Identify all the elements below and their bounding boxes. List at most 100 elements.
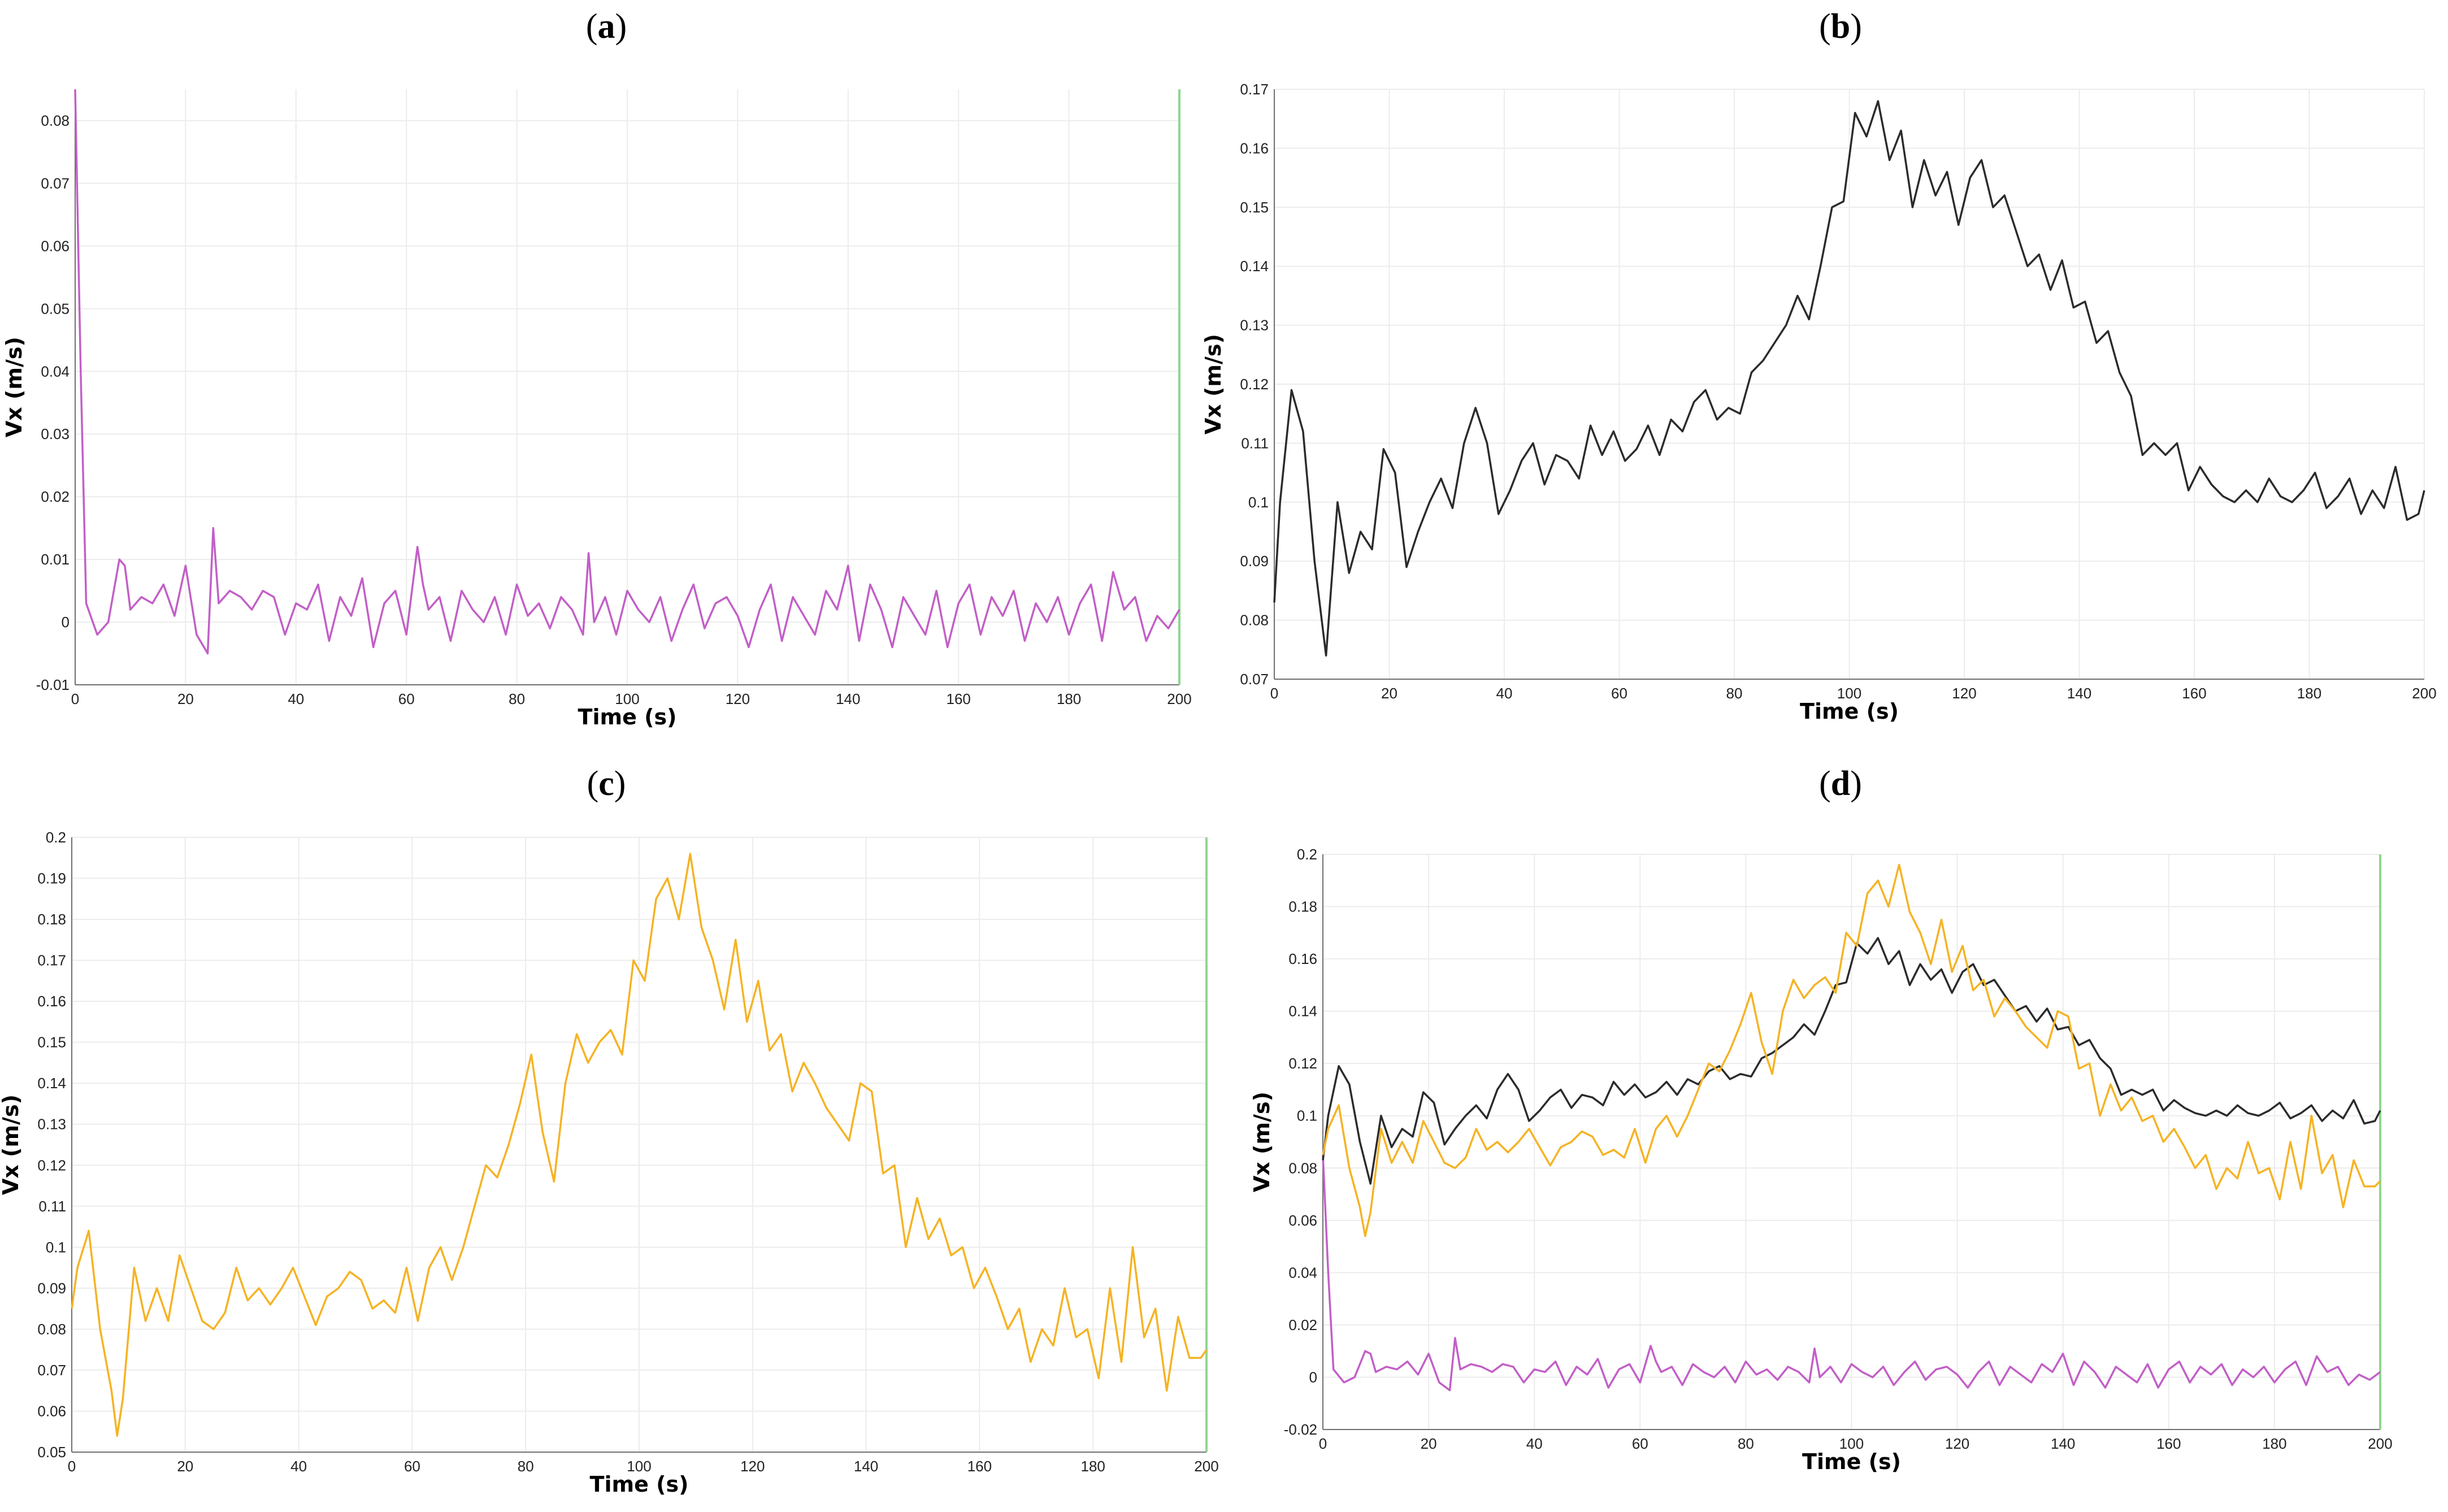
y-tick-label: 0.04	[1288, 1264, 1317, 1281]
chart-c: 0.05 0.06 0.07 0.08 0.09 0.1 0.11 0.12 0.13 0.14 0…	[0, 829, 1219, 1497]
y-tick-label: 0.12	[1240, 376, 1269, 393]
x-tick-label: 160	[947, 690, 971, 707]
x-tick-label: 200	[2412, 685, 2436, 702]
x-tick-label: 0	[1319, 1435, 1327, 1452]
y-tick-label: 0.09	[37, 1280, 66, 1297]
y-tick-label: 0.14	[1240, 258, 1269, 275]
y-tick-label: 0	[62, 614, 70, 631]
x-tick-label: 200	[1167, 690, 1191, 707]
y-tick-label: 0.16	[1288, 950, 1317, 967]
x-tick-label: 140	[2067, 685, 2091, 702]
x-tick-label: 60	[404, 1458, 420, 1475]
y-tick-label: 0.05	[41, 300, 70, 317]
y-tick-label: 0.2	[46, 829, 66, 846]
y-tick-label: 0.07	[1240, 671, 1269, 688]
x-axis-title: Time (s)	[590, 1472, 689, 1497]
x-tick-label: 120	[1952, 685, 1976, 702]
series-line	[74, 89, 1180, 655]
y-tick-label: 0.01	[41, 551, 70, 568]
x-tick-label: 100	[627, 1458, 651, 1475]
x-tick-label: 40	[1496, 685, 1513, 702]
y-tick-label: -0.01	[36, 676, 70, 693]
y-tick-label: 0.03	[41, 425, 70, 442]
x-tick-label: 140	[854, 1458, 878, 1475]
x-axis-title: Time (s)	[1800, 699, 1899, 724]
x-tick-label: 140	[2051, 1435, 2075, 1452]
panel-label-c: (c)	[587, 764, 626, 803]
x-tick-label: 40	[290, 1458, 307, 1475]
y-tick-label: 0.11	[1241, 435, 1269, 451]
y-tick-label: 0.04	[41, 363, 70, 380]
y-tick-label: 0.13	[1240, 317, 1269, 334]
x-tick-label: 40	[1526, 1435, 1543, 1452]
x-tick-label: 180	[2297, 685, 2321, 702]
y-tick-label: 0.05	[37, 1444, 66, 1461]
series-line	[1273, 100, 2425, 657]
x-tick-label: 180	[1057, 690, 1081, 707]
x-tick-label: 40	[288, 690, 304, 707]
y-tick-label: 0.15	[37, 1034, 66, 1051]
x-tick-label: 180	[2262, 1435, 2286, 1452]
y-tick-label: 0.1	[1297, 1107, 1317, 1124]
y-tick-label: 0.08	[1288, 1159, 1317, 1176]
panel-label-b: (b)	[1819, 7, 1862, 46]
y-axis-title: Vx (m/s)	[0, 1094, 23, 1195]
y-tick-label: 0.16	[37, 993, 66, 1010]
y-tick-label: 0.07	[37, 1362, 66, 1379]
y-tick-label: 0.17	[1240, 81, 1269, 98]
y-tick-label: 0.02	[1288, 1317, 1317, 1333]
x-axis-title: Time (s)	[1802, 1449, 1901, 1474]
panel-label-d: (d)	[1819, 764, 1862, 803]
x-tick-label: 20	[177, 690, 194, 707]
y-tick-label: 0.15	[1240, 199, 1269, 216]
y-axis-title: Vx (m/s)	[1201, 334, 1226, 435]
x-tick-label: 160	[2156, 1435, 2181, 1452]
x-tick-label: 60	[1611, 685, 1627, 702]
y-tick-label: 0.13	[37, 1116, 66, 1133]
x-tick-label: 100	[615, 690, 639, 707]
x-tick-label: 80	[1738, 1435, 1754, 1452]
x-tick-label: 100	[1839, 1435, 1864, 1452]
x-tick-label: 60	[398, 690, 415, 707]
x-tick-label: 0	[1270, 685, 1278, 702]
series-line	[1322, 1155, 2381, 1392]
y-tick-label: 0.08	[37, 1320, 66, 1337]
y-tick-label: 0.19	[37, 870, 66, 887]
y-tick-label: 0.14	[1288, 1003, 1317, 1020]
y-tick-label: 0.14	[37, 1075, 66, 1092]
y-tick-label: 0.09	[1240, 553, 1269, 570]
x-tick-label: 120	[740, 1458, 765, 1475]
y-tick-label: 0.08	[1240, 612, 1269, 629]
y-tick-label: 0.12	[37, 1157, 66, 1174]
x-tick-label: 120	[1945, 1435, 1969, 1452]
x-tick-label: 0	[71, 690, 79, 707]
x-tick-label: 0	[68, 1458, 76, 1475]
y-tick-label: 0.11	[38, 1198, 66, 1215]
x-tick-label: 60	[1632, 1435, 1648, 1452]
y-tick-label: 0.02	[41, 488, 70, 505]
x-tick-label: 200	[1194, 1458, 1218, 1475]
x-tick-label: 80	[1726, 685, 1743, 702]
y-tick-label: 0.18	[37, 911, 66, 928]
x-tick-label: 120	[726, 690, 750, 707]
y-tick-label: 0.07	[41, 175, 70, 192]
y-tick-label: 0.16	[1240, 140, 1269, 157]
y-tick-label: -0.02	[1284, 1421, 1317, 1438]
x-tick-label: 200	[2368, 1435, 2392, 1452]
series-line	[71, 853, 1208, 1437]
y-tick-label: 0.08	[41, 112, 70, 129]
panel-label-a: (a)	[585, 7, 627, 46]
y-tick-label: 0.06	[41, 237, 70, 254]
x-tick-label: 160	[2182, 685, 2206, 702]
y-tick-label: 0.17	[37, 952, 66, 969]
x-tick-label: 20	[1381, 685, 1397, 702]
y-tick-label: 0	[1309, 1368, 1317, 1385]
y-tick-label: 0.18	[1288, 898, 1317, 915]
x-axis-title: Time (s)	[578, 705, 677, 729]
y-tick-label: 0.2	[1297, 846, 1317, 863]
y-tick-label: 0.1	[46, 1239, 66, 1255]
chart-b: 0.07 0.08 0.09 0.1 0.11 0.12 0.13 0.14 0.15 0.16 0…	[1201, 81, 2437, 724]
x-tick-label: 80	[518, 1458, 534, 1475]
